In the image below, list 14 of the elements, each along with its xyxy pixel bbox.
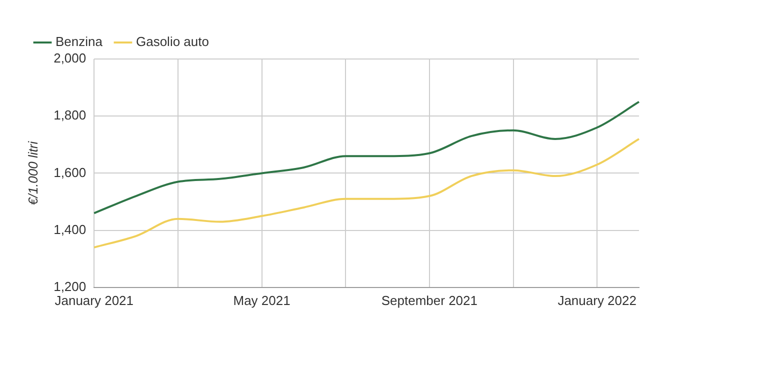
legend-label: Gasolio auto xyxy=(136,34,209,50)
y-tick-label: 2,000 xyxy=(54,50,86,66)
y-tick-label: 1,600 xyxy=(54,164,86,180)
y-tick-label: 1,200 xyxy=(54,278,86,294)
x-tick-label: January 2022 xyxy=(558,292,636,308)
y-axis-title: €/1.000 litri xyxy=(25,140,40,205)
y-tick-label: 1,400 xyxy=(54,222,86,237)
x-tick-label: September 2021 xyxy=(381,292,478,308)
line-series xyxy=(93,100,640,214)
y-tick-label: 1,800 xyxy=(54,108,86,123)
line-series xyxy=(93,138,640,248)
x-tick-label: May 2021 xyxy=(233,292,290,308)
x-tick-label: January 2021 xyxy=(54,292,134,308)
legend-label: Benzina xyxy=(56,34,104,50)
